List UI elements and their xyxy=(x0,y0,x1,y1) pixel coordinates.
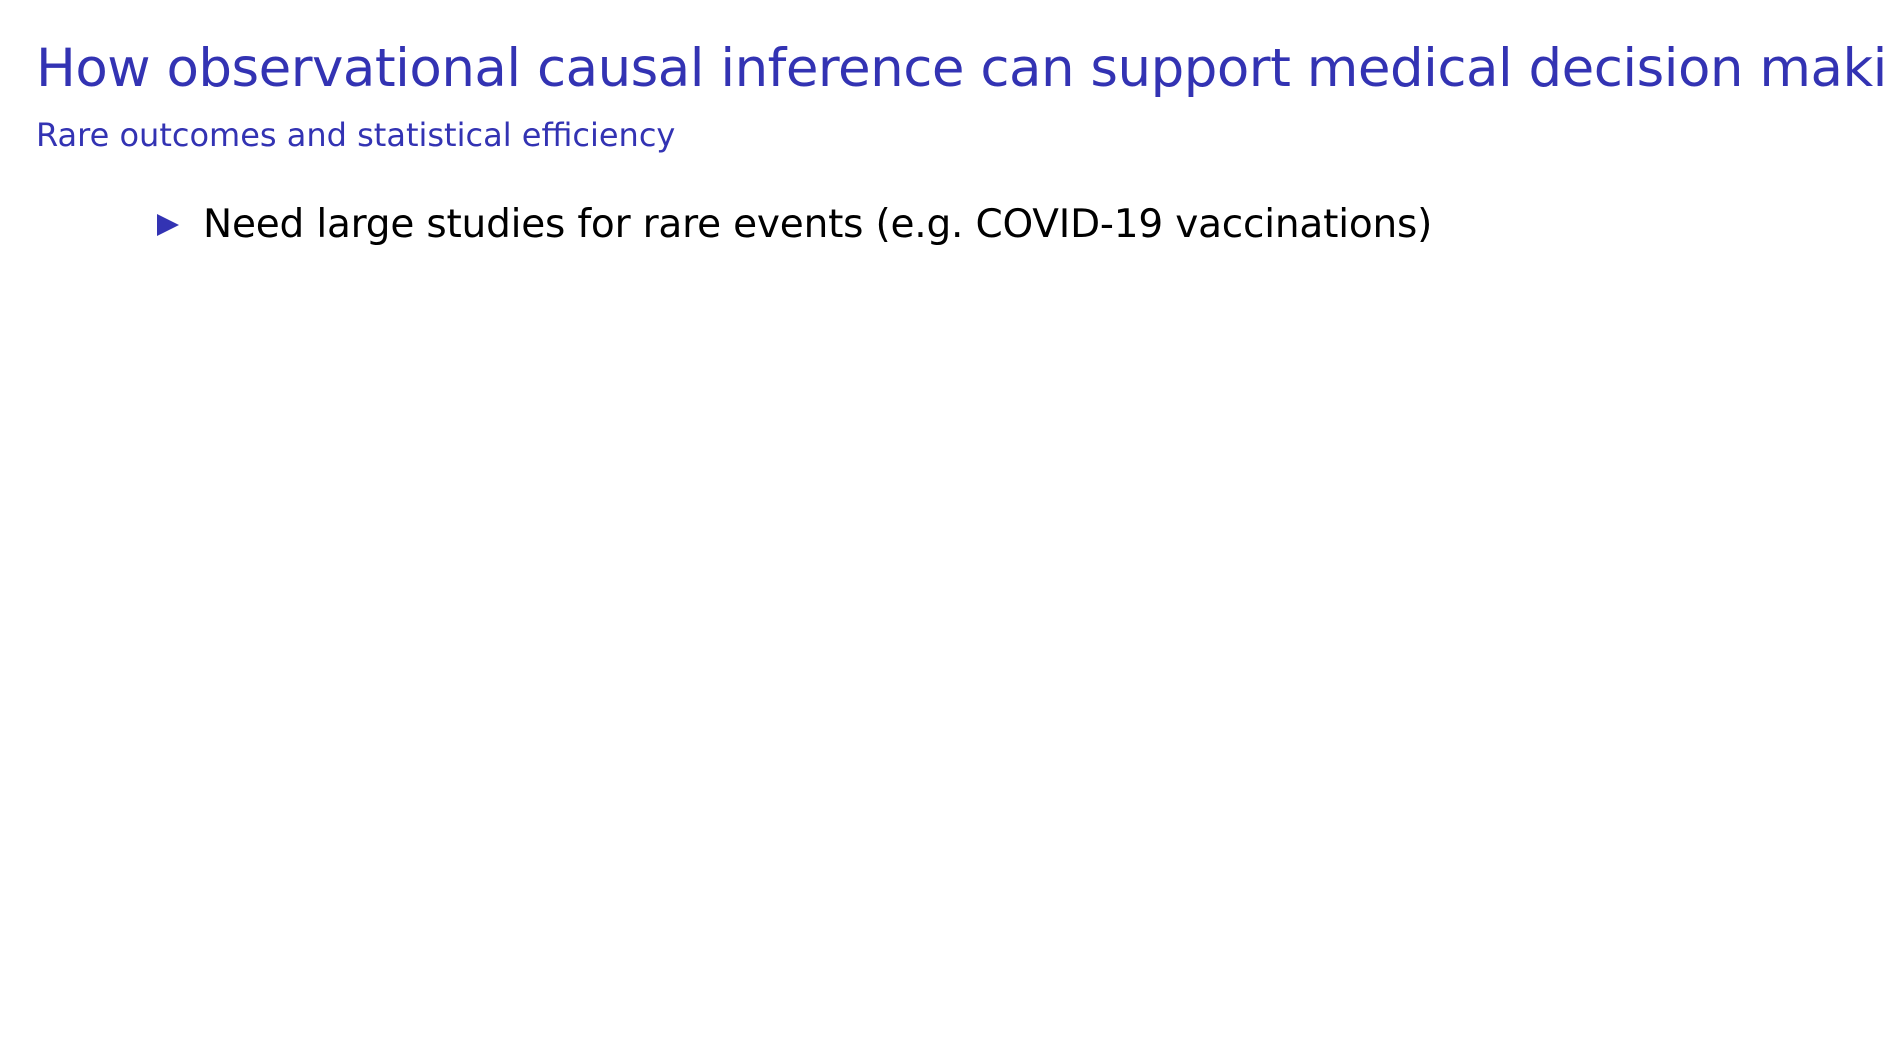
bullet-list: Need large studies for rare events (e.g.… xyxy=(155,200,1432,250)
bullet-text: Need large studies for rare events (e.g.… xyxy=(203,202,1433,247)
triangle-right-icon xyxy=(155,200,181,250)
slide-subtitle: Rare outcomes and statistical efficiency xyxy=(36,116,676,154)
bullet-item: Need large studies for rare events (e.g.… xyxy=(155,200,1432,250)
slide-title: How observational causal inference can s… xyxy=(36,38,1890,99)
